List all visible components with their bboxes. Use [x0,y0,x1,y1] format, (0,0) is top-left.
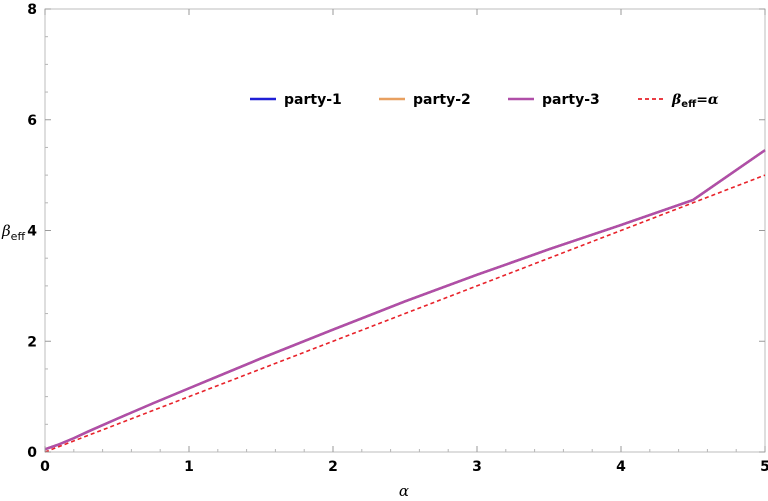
plot-frame [44,8,766,453]
legend: party-1 party-2 party-3 βeff=α [250,92,719,110]
legend-item: party-2 [379,92,471,108]
axis-ticks: 0 1 2 3 4 5 0 2 4 6 8 [27,2,768,475]
x-tick-label: 1 [184,459,194,475]
x-tick-label: 0 [40,459,50,475]
series-line-party-3 [44,149,766,451]
x-tick-label: 3 [472,459,482,475]
legend-label: party-2 [413,92,471,108]
y-tick-label: 0 [27,445,37,461]
x-tick-label: 4 [616,459,626,475]
y-tick-label: 8 [27,2,37,18]
x-tick-label: 2 [328,459,338,475]
x-tick-label: 5 [760,459,768,475]
y-tick-label: 4 [27,224,37,240]
legend-label: party-3 [542,92,600,108]
y-tick-label: 6 [27,113,37,129]
x-axis-label: α [399,482,409,500]
legend-label: βeff=α [671,92,719,110]
legend-label: party-1 [284,92,342,108]
series-line--eff- [44,174,766,453]
y-tick-label: 2 [27,334,37,350]
legend-item: party-1 [250,92,342,108]
y-axis-label: βeff [1,222,25,243]
legend-item: βeff=α [638,92,719,110]
legend-item: party-3 [508,92,600,108]
plot-area [44,8,766,453]
